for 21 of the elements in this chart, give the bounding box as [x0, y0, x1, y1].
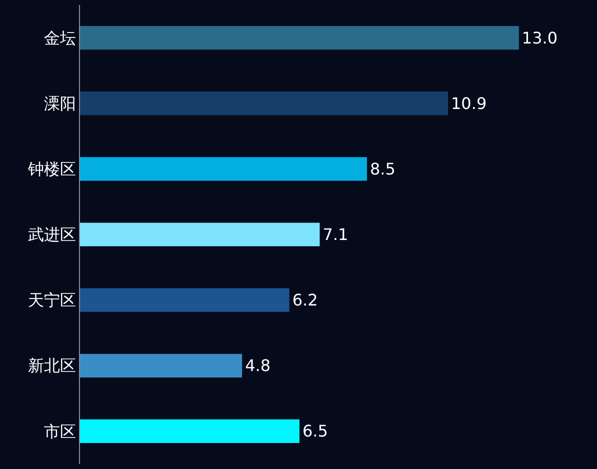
data-label: 10.9: [451, 94, 487, 113]
y-tick-label: 钟楼区: [26, 160, 76, 179]
bar: [80, 419, 300, 444]
y-tick-label: 市区: [44, 422, 76, 441]
data-label: 6.5: [302, 422, 328, 441]
bar: [80, 288, 290, 312]
bar: [80, 354, 242, 378]
y-tick-label: 金坛: [44, 28, 76, 48]
data-label: 13.0: [522, 28, 558, 48]
bar: [80, 157, 367, 181]
data-label: 8.5: [370, 159, 396, 178]
y-tick-label: 武进区: [28, 225, 76, 244]
bar: [80, 92, 448, 116]
y-tick-label: 溧阳: [44, 94, 76, 113]
bar: [80, 26, 519, 50]
data-label: 6.2: [292, 290, 318, 310]
data-label: 7.1: [322, 225, 348, 244]
y-tick-label: 天宁区: [28, 290, 76, 310]
y-tick-label: 新北区: [28, 356, 76, 376]
bar: [80, 222, 320, 246]
data-label: 4.8: [245, 356, 271, 376]
